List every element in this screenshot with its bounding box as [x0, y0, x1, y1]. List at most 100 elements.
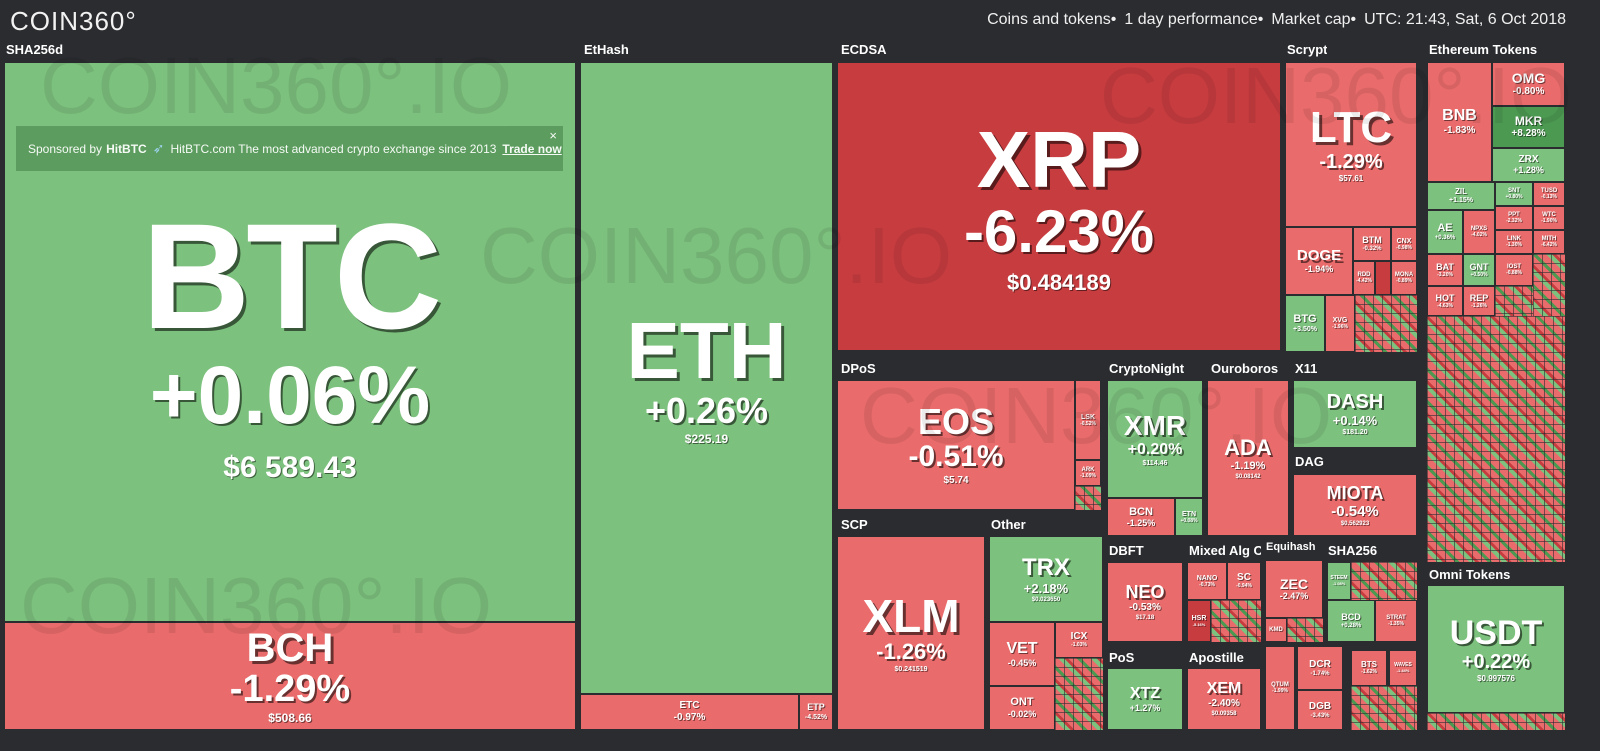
filter-selector[interactable]: Coins and tokens [987, 11, 1111, 28]
coin-tile-vet[interactable]: VET -0.45% [989, 622, 1055, 686]
sponsor-banner[interactable]: Sponsored by HitBTC ➶ HitBTC.com The mos… [16, 126, 563, 171]
coin-tile-usdt[interactable]: USDT +0.22% $0.997576 [1427, 585, 1565, 713]
coin-tile-zil[interactable]: ZIL +1.15% [1427, 182, 1495, 210]
coin-tile-dash[interactable]: DASH +0.14% $181.20 [1293, 380, 1417, 448]
small-coins-mosaic[interactable] [1427, 316, 1565, 562]
coin-tile-sc[interactable]: SC -0.94% [1227, 562, 1261, 600]
group-label-scp[interactable]: SCP [841, 517, 868, 532]
coin-tile-bnb[interactable]: BNB -1.83% [1427, 62, 1492, 182]
coin-tile-mona[interactable]: MONA -0.89% [1391, 261, 1417, 295]
small-coins-mosaic[interactable] [1427, 713, 1565, 730]
coin-tile-xlm[interactable]: XLM -1.26% $0.241519 [837, 536, 985, 730]
coin-tile-neo[interactable]: NEO -0.53% $17.18 [1107, 562, 1183, 642]
coin-tile-bch[interactable]: BCH -1.29% $508.66 [4, 622, 576, 730]
trade-now-link[interactable]: Trade now [502, 141, 562, 156]
coin-tile-wtc[interactable]: WTC -1.90% [1533, 206, 1565, 230]
group-label-ecdsa[interactable]: ECDSA [841, 42, 887, 57]
coin-tile-hot[interactable]: HOT -4.63% [1427, 286, 1463, 316]
close-icon[interactable]: × [549, 128, 557, 143]
small-coins-mosaic[interactable] [1533, 254, 1565, 316]
group-label-cryptonight[interactable]: CryptoNight [1109, 361, 1185, 376]
coin-tile-cnx[interactable]: CNX -0.98% [1391, 227, 1417, 261]
coin-tile-dcr[interactable]: DCR -1.74% [1297, 646, 1343, 690]
coin-tile-etn[interactable]: ETN +0.08% [1175, 498, 1203, 536]
coin-tile-xvg[interactable]: XVG -1.96% [1325, 295, 1355, 352]
small-coins-mosaic[interactable] [1211, 600, 1261, 642]
group-label-ethereum-tokens[interactable]: Ethereum Tokens [1429, 42, 1538, 57]
coin-tile-ont[interactable]: ONT -0.02% [989, 686, 1055, 730]
coin-tile-bat[interactable]: BAT -3.20% [1427, 254, 1463, 286]
coin-tile-eos[interactable]: EOS -0.51% $5.74 [837, 380, 1075, 510]
coin-tile-omg[interactable]: OMG -0.80% [1492, 62, 1565, 106]
coin-tile-npxs[interactable]: NPXS -4.02% [1463, 210, 1495, 254]
small-coins-mosaic[interactable] [1355, 295, 1417, 352]
coin-tile-snt[interactable]: SNT +0.80% [1495, 182, 1533, 206]
coin-tile-trx[interactable]: TRX +2.18% $0.023650 [989, 536, 1103, 622]
metric-selector[interactable]: Market cap [1271, 11, 1351, 28]
coin-tile-small[interactable] [1375, 261, 1391, 295]
group-label-x11[interactable]: X11 [1295, 361, 1318, 376]
group-label-apostille[interactable]: Apostille [1189, 650, 1244, 665]
group-label-equihash[interactable]: Equihash [1266, 541, 1316, 553]
coin-tile-zec[interactable]: ZEC -2.47% [1265, 560, 1323, 618]
group-label-ethash[interactable]: EtHash [584, 42, 629, 57]
coin-tile-xrp[interactable]: XRP -6.23% $0.484189 [837, 62, 1281, 351]
coin-tile-rdd[interactable]: RDD -4.42% [1353, 261, 1375, 295]
coin-tile-doge[interactable]: DOGE -1.94% [1285, 227, 1353, 295]
coin-tile-hsr[interactable]: HSR -5.16% [1187, 600, 1211, 642]
small-coins-mosaic[interactable] [1287, 618, 1323, 642]
coin-tile-ae[interactable]: AE +0.36% [1427, 210, 1463, 254]
coin-tile-link[interactable]: LINK -1.30% [1495, 230, 1533, 254]
small-coins-mosaic[interactable] [1351, 686, 1417, 730]
small-coins-mosaic[interactable] [1055, 658, 1103, 730]
coin-tile-kmd[interactable]: KMD [1265, 618, 1287, 642]
period-selector[interactable]: 1 day performance [1124, 11, 1258, 28]
coin-tile-bts[interactable]: BTS -1.62% [1351, 650, 1387, 686]
coin-tile-gnt[interactable]: GNT +0.50% [1463, 254, 1495, 286]
coin-tile-xem[interactable]: XEM -2.40% $0.09358 [1187, 668, 1261, 730]
coin-tile-iost[interactable]: IOST -0.88% [1495, 254, 1533, 286]
coin-tile-steem[interactable]: STEEM -1.08% [1327, 562, 1351, 600]
group-label-dpos[interactable]: DPoS [841, 361, 876, 376]
small-coins-mosaic[interactable] [1075, 486, 1101, 510]
coin-tile-bcd[interactable]: BCD +0.28% [1327, 600, 1375, 642]
coin-tile-tusd[interactable]: TUSD -0.13% [1533, 182, 1565, 206]
group-label-scrypt[interactable]: Scrypt [1287, 42, 1328, 57]
coin-tile-etc[interactable]: ETC -0.97% [580, 694, 799, 730]
coin-tile-etp[interactable]: ETP -4.52% [799, 694, 833, 730]
small-coins-mosaic[interactable] [1351, 562, 1417, 600]
coin360-logo[interactable]: COIN360° [10, 6, 137, 36]
group-label-sha256d[interactable]: SHA256d [6, 42, 64, 57]
coin-tile-ark[interactable]: ARK -1.09% [1075, 460, 1101, 486]
coin-tile-btg[interactable]: BTG +3.50% [1285, 295, 1325, 352]
group-label-ouroboros[interactable]: Ouroboros [1211, 361, 1279, 376]
coin-tile-waves[interactable]: WAVES -1.44% [1389, 650, 1417, 686]
group-label-sha256[interactable]: SHA256 [1328, 543, 1378, 558]
small-coins-mosaic[interactable] [1495, 286, 1533, 316]
group-label-other[interactable]: Other [991, 517, 1026, 532]
coin-tile-ppt[interactable]: PPT -2.32% [1495, 206, 1533, 230]
coin-tile-dgb[interactable]: DGB -3.43% [1297, 690, 1343, 730]
coin-tile-lsk[interactable]: LSK -0.52% [1075, 380, 1101, 460]
coin-tile-icx[interactable]: ICX -1.03% [1055, 622, 1103, 658]
group-label-dbft[interactable]: DBFT [1109, 543, 1144, 558]
coin-tile-bcn[interactable]: BCN -1.25% [1107, 498, 1175, 536]
coin-tile-xtz[interactable]: XTZ +1.27% [1107, 668, 1183, 730]
group-label-omni-tokens[interactable]: Omni Tokens [1429, 567, 1511, 582]
coin-tile-zrx[interactable]: ZRX +1.28% [1492, 148, 1565, 182]
coin-tile-miota[interactable]: MIOTA -0.54% $0.562923 [1293, 474, 1417, 536]
coin-tile-mith[interactable]: MITH -6.42% [1533, 230, 1565, 254]
coin-tile-eth[interactable]: ETH +0.26% $225.19 [580, 62, 833, 694]
coin-tile-nano[interactable]: NANO -0.73% [1187, 562, 1227, 600]
coin-tile-ada[interactable]: ADA -1.19% $0.08142 [1207, 380, 1289, 536]
coin-tile-xmr[interactable]: XMR +0.20% $114.46 [1107, 380, 1203, 498]
coin-tile-qtum[interactable]: QTUM -1.99% [1265, 646, 1295, 730]
coin-tile-btm[interactable]: BTM -0.32% [1353, 227, 1391, 261]
group-label-pos[interactable]: PoS [1109, 650, 1135, 665]
coin-tile-strat[interactable]: STRAT -1.35% [1375, 600, 1417, 642]
coin-tile-rep[interactable]: REP -1.26% [1463, 286, 1495, 316]
group-label-dag[interactable]: DAG [1295, 454, 1324, 469]
group-label-mixed[interactable]: Mixed Alg Ca [1189, 543, 1261, 558]
coin-tile-ltc[interactable]: LTC -1.29% $57.61 [1285, 62, 1417, 227]
coin-tile-mkr[interactable]: MKR +8.28% [1492, 106, 1565, 148]
